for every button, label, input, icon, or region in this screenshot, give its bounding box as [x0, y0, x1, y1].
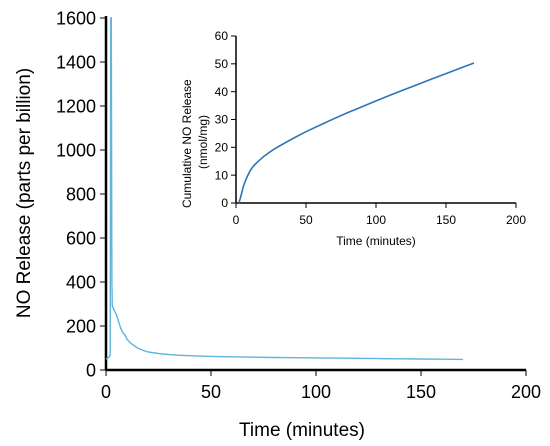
main-y-tick-label: 200: [66, 316, 96, 336]
inset-y-tick-label: 10: [215, 168, 229, 182]
inset-x-tick-label: 150: [436, 213, 456, 227]
main-x-ticks: 0 50 100 150 200: [101, 370, 541, 402]
inset-x-tick-label: 0: [233, 213, 240, 227]
inset-y-tick-label: 0: [221, 196, 228, 210]
inset-chart: 0 10 20 30 40 50 60 0 50 100 150 200 Time (minutes…: [180, 29, 526, 248]
main-x-tick-label: 0: [101, 382, 111, 402]
main-x-tick-label: 200: [511, 382, 541, 402]
main-x-tick-label: 50: [201, 382, 221, 402]
inset-series-line: [238, 62, 475, 204]
inset-y-axis-title-line2: (nmol/mg): [196, 115, 210, 169]
main-series-line: [105, 17, 464, 361]
main-y-tick-label: 600: [66, 228, 96, 248]
inset-y-tick-label: 60: [215, 29, 229, 43]
main-y-tick-label: 800: [66, 184, 96, 204]
main-y-tick-label: 400: [66, 272, 96, 292]
inset-x-axis-title: Time (minutes): [336, 234, 416, 248]
main-x-tick-label: 150: [406, 382, 436, 402]
inset-x-tick-label: 50: [299, 213, 313, 227]
main-y-tick-label: 1600: [56, 8, 96, 28]
inset-y-tick-label: 20: [215, 141, 229, 155]
inset-y-tick-label: 50: [215, 57, 229, 71]
inset-y-tick-label: 30: [215, 113, 229, 127]
inset-y-tick-label: 40: [215, 85, 229, 99]
inset-y-axis-title-line1: Cumulative NO Release: [180, 79, 194, 208]
inset-x-ticks: 0 50 100 150 200: [233, 203, 526, 227]
inset-y-ticks: 0 10 20 30 40 50 60: [215, 29, 236, 210]
main-x-axis-title: Time (minutes): [239, 420, 365, 441]
main-y-tick-label: 0: [86, 360, 96, 380]
main-y-tick-label: 1200: [56, 96, 96, 116]
main-x-tick-label: 100: [301, 382, 331, 402]
inset-y-axis-title: Cumulative NO Release (nmol/mg): [180, 76, 210, 208]
main-y-axis-title: NO Release (parts per billion): [14, 68, 35, 318]
main-y-ticks: 0 200 400 600 800 1000 1200 1400 1600: [56, 8, 106, 380]
main-y-tick-label: 1400: [56, 52, 96, 72]
main-y-tick-label: 1000: [56, 140, 96, 160]
inset-x-tick-label: 200: [506, 213, 526, 227]
inset-x-tick-label: 100: [366, 213, 386, 227]
